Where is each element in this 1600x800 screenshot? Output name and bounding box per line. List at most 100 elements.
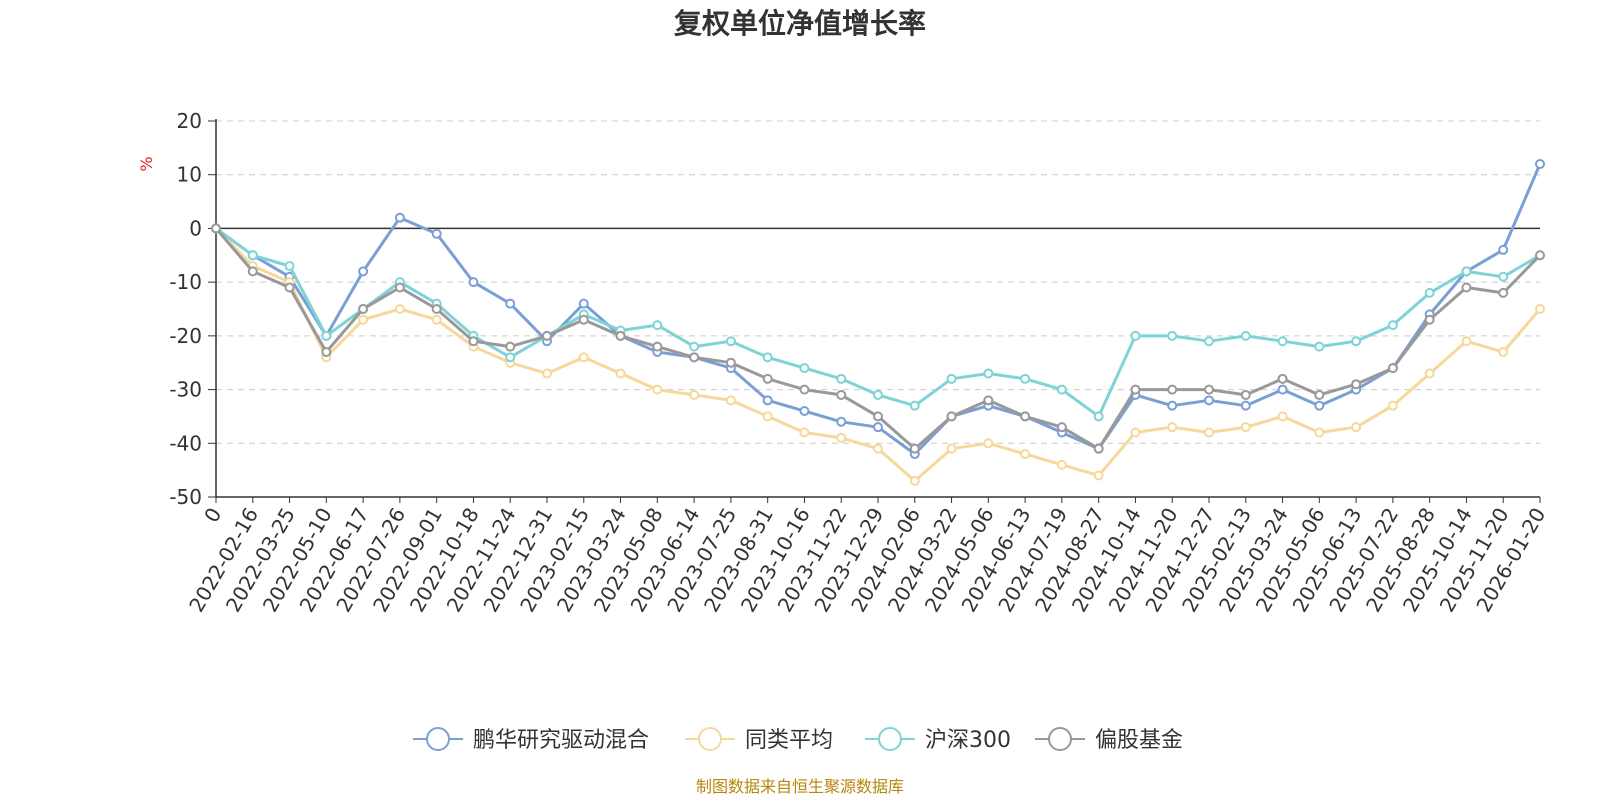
data-point: [247, 266, 258, 277]
legend[interactable]: 鹏华研究驱动混合 同类平均 沪深300 偏股基金: [413, 727, 1183, 753]
data-point: [1130, 384, 1141, 395]
data-point: [762, 373, 773, 384]
data-point: [1351, 422, 1362, 433]
data-point: [1020, 411, 1031, 422]
series-group: [211, 223, 1545, 454]
data-point: [505, 352, 516, 363]
data-point: [1240, 330, 1251, 341]
data-point: [1130, 330, 1141, 341]
data-point: [873, 389, 883, 400]
data-point: [1093, 470, 1104, 481]
legend-marker-icon: [426, 727, 450, 751]
data-point: [468, 277, 479, 288]
data-point: [946, 373, 957, 384]
data-point: [394, 212, 405, 223]
data-point: [1461, 336, 1472, 347]
data-point: [321, 346, 332, 357]
data-point: [1535, 250, 1545, 261]
legend-item[interactable]: 鹏华研究驱动混合: [413, 727, 649, 753]
legend-item[interactable]: 同类平均: [685, 727, 833, 753]
data-point: [983, 368, 994, 379]
series-line: [215, 163, 1542, 456]
data-point: [909, 400, 920, 411]
data-point: [873, 411, 883, 422]
data-point: [1314, 427, 1325, 438]
data-point: [909, 443, 920, 454]
data-point: [1020, 449, 1031, 460]
y-tick-label: -10: [169, 270, 202, 294]
data-point: [1240, 400, 1251, 411]
y-tick-label: 20: [177, 109, 202, 133]
y-tick-label: -20: [169, 324, 202, 348]
data-point: [1351, 336, 1362, 347]
data-point: [725, 395, 736, 406]
legend-item[interactable]: 沪深300: [865, 727, 1011, 753]
data-point: [1498, 271, 1509, 282]
data-point: [1387, 320, 1398, 331]
data-point: [1167, 422, 1178, 433]
data-point: [284, 261, 295, 272]
data-point: [1461, 266, 1472, 277]
data-point: [799, 384, 810, 395]
data-point: [1535, 158, 1545, 169]
data-point: [1277, 411, 1288, 422]
data-point: [578, 298, 589, 309]
data-point: [211, 223, 221, 234]
series-lines: [211, 158, 1545, 486]
data-point: [1498, 244, 1509, 255]
data-point: [1351, 379, 1362, 390]
legend-item[interactable]: 偏股基金: [1035, 727, 1183, 753]
data-point: [836, 373, 847, 384]
data-point: [358, 266, 369, 277]
legend-marker-icon: [698, 727, 722, 751]
data-point: [946, 411, 957, 422]
legend-marker-icon: [878, 727, 902, 751]
data-point: [1387, 400, 1398, 411]
data-point: [836, 432, 847, 443]
data-point: [578, 352, 589, 363]
data-point: [1204, 384, 1214, 395]
series-group: [211, 223, 1545, 422]
data-point: [799, 363, 810, 374]
data-point: [1204, 395, 1214, 406]
data-point: [652, 384, 663, 395]
data-point: [909, 475, 920, 486]
data-point: [1056, 384, 1067, 395]
data-point: [1093, 443, 1104, 454]
series-group: [211, 223, 1545, 486]
data-point: [1130, 427, 1141, 438]
data-point: [652, 320, 663, 331]
data-point: [1314, 400, 1325, 411]
chart-title: 复权单位净值增长率: [674, 7, 926, 40]
data-point: [1498, 346, 1509, 357]
x-axis: 02022-02-162022-03-252022-05-102022-06-1…: [184, 496, 1550, 616]
legend-label: 沪深300: [925, 728, 1011, 753]
data-point: [873, 422, 883, 433]
data-point: [1167, 400, 1178, 411]
gridlines: [216, 120, 1540, 498]
data-point: [1277, 373, 1288, 384]
data-point: [1056, 422, 1067, 433]
data-point: [689, 389, 700, 400]
data-point: [431, 304, 442, 314]
data-point: [1093, 411, 1104, 422]
data-point: [873, 443, 883, 454]
data-point: [1204, 427, 1214, 438]
data-point: [394, 282, 405, 293]
data-point: [431, 314, 442, 325]
data-point: [394, 304, 405, 314]
data-point: [542, 368, 552, 379]
data-point: [762, 411, 773, 422]
data-point: [358, 304, 369, 314]
y-axis: 20 10 0 -10 -20 -30 -40 -50: [169, 109, 217, 509]
data-point: [1167, 384, 1178, 395]
data-point: [1167, 330, 1178, 341]
data-point: [983, 438, 994, 449]
data-point: [1387, 363, 1398, 374]
data-point: [762, 352, 773, 363]
data-source-footer: 制图数据来自恒生聚源数据库: [696, 777, 904, 796]
data-point: [1314, 389, 1325, 400]
legend-marker-icon: [1048, 727, 1072, 751]
data-point: [615, 330, 626, 341]
y-tick-label: -40: [169, 431, 202, 455]
